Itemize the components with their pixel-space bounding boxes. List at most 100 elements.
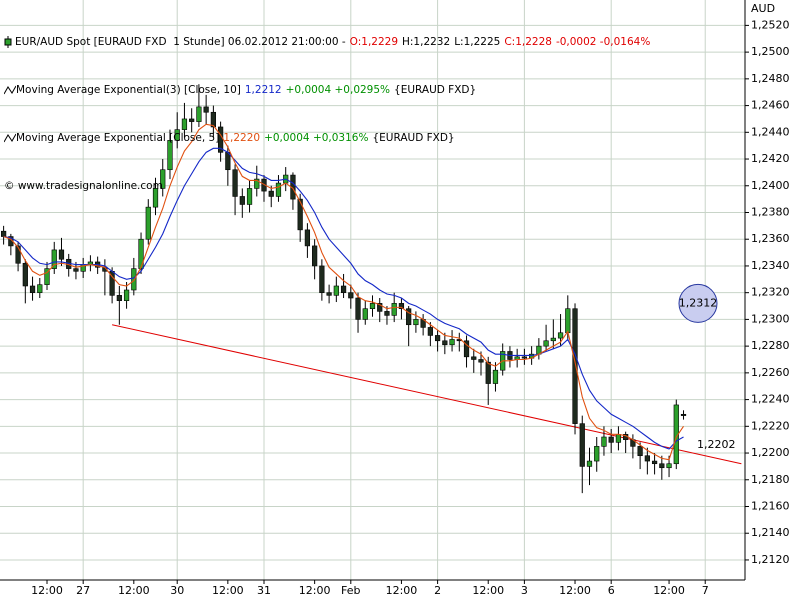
candle-body (239, 196, 245, 205)
candle-body (615, 434, 622, 443)
moving-average (3, 147, 684, 450)
candle-body (254, 178, 260, 189)
y-tick-label: 1,2500 (751, 45, 790, 58)
candle-body (666, 463, 672, 469)
candle-body (362, 308, 368, 320)
candle-body (196, 106, 202, 122)
x-tick-label: 12:00 (472, 584, 504, 597)
x-tick-label: 3 (521, 584, 528, 597)
candle-body (384, 311, 390, 316)
legend-change: +0,0004 +0,0295% (285, 84, 391, 96)
candle-body (145, 206, 151, 240)
legend-feed: {EURAUD FXD} (394, 84, 477, 96)
header-line: EUR/AUD Spot [EURAUD FXD 1 Stunde] 06.02… (4, 34, 654, 50)
candle-body (644, 455, 650, 462)
x-tick-label: 7 (702, 584, 709, 597)
legend-value: 1,2212 (244, 84, 282, 96)
y-tick-label: 1,2420 (751, 152, 790, 165)
candle-body (203, 106, 209, 113)
y-tick-label: 1,2260 (751, 366, 790, 379)
moving-average (3, 123, 684, 461)
y-tick-label: 1,2200 (751, 446, 790, 459)
candle-body (152, 188, 159, 208)
y-tick-label: 1,2340 (751, 259, 790, 272)
candle-body (579, 423, 585, 467)
y-tick-label: 1,2360 (751, 232, 790, 245)
line-icon (3, 85, 17, 95)
currency-label: AUD (751, 2, 775, 15)
price-marker (678, 283, 718, 323)
x-tick-label: 2 (434, 584, 441, 597)
y-tick-label: 1,2440 (751, 125, 790, 138)
candle-body (434, 335, 441, 342)
legend-feed: {EURAUD FXD} (372, 132, 455, 144)
y-tick-label: 1,2460 (751, 99, 790, 112)
candle-body (543, 340, 549, 347)
candle-body (44, 268, 50, 285)
candle-body (557, 332, 564, 339)
candle-body (594, 446, 600, 462)
candle-body (268, 190, 274, 197)
x-tick-label: 30 (170, 584, 184, 597)
candle-body (167, 140, 173, 171)
y-tick-label: 1,2280 (751, 339, 790, 352)
header: EUR/AUD Spot [EURAUD FXD 1 Stunde] 06.02… (3, 2, 654, 210)
trendline (112, 324, 742, 465)
candle-body (680, 413, 687, 416)
ohlc-close: C:1,2228 (504, 36, 552, 48)
ohlc-open: O:1,2229 (349, 36, 398, 48)
candle-body (659, 463, 665, 469)
candle-body (572, 308, 578, 424)
candle-body (116, 295, 122, 301)
x-tick-label: 27 (76, 584, 90, 597)
candle-body (521, 356, 528, 359)
candle-body (637, 446, 643, 457)
trendline-label: 1,2202 (697, 438, 736, 451)
y-tick-label: 1,2160 (751, 499, 790, 512)
ohlc-low: L:1,2225 (454, 36, 501, 48)
ohlc-change: -0,0002 -0,0164% (555, 36, 651, 48)
candle-body (131, 268, 137, 291)
candle-body (1, 230, 7, 237)
y-tick-label: 1,2400 (751, 179, 790, 192)
y-tick-label: 1,2120 (751, 553, 790, 566)
candle-body (232, 169, 238, 197)
candle-body (608, 436, 614, 443)
y-tick-label: 1,2220 (751, 419, 790, 432)
candle-body (73, 268, 79, 272)
x-tick-label: 12:00 (212, 584, 244, 597)
candle-body (391, 303, 397, 316)
x-tick-label: 12:00 (299, 584, 331, 597)
x-tick-label: Feb (341, 584, 360, 597)
y-tick-label: 1,2140 (751, 526, 790, 539)
candle-body (398, 303, 405, 310)
candle-body (355, 297, 361, 320)
candle-body (442, 340, 448, 346)
title: EUR/AUD Spot [EURAUD FXD 1 Stunde] 06.02… (15, 36, 346, 48)
x-tick-label: 31 (257, 584, 271, 597)
candle-body (58, 249, 65, 260)
candle-body (275, 182, 282, 197)
y-tick-label: 1,2480 (751, 72, 790, 85)
candle-body (304, 229, 311, 247)
candle-body (413, 319, 419, 326)
y-tick-label: 1,2180 (751, 473, 790, 486)
x-tick-label: 12:00 (559, 584, 591, 597)
price-marker-label: 1,2312 (679, 296, 718, 309)
candle-body (37, 284, 43, 293)
candle-body (550, 337, 556, 342)
candle-body (326, 292, 332, 296)
legend-name: Moving Average Exponential(3) [Close, 10… (16, 84, 241, 96)
candle-body (601, 436, 607, 447)
legend-name: Moving Average Exponential [Close, 5] (16, 132, 220, 144)
candle-body (333, 285, 339, 296)
candle-body (174, 129, 180, 141)
candle-body (246, 188, 253, 205)
x-tick-label: 12:00 (31, 584, 63, 597)
legend-value: 1,2220 (223, 132, 261, 144)
candle-body (138, 238, 144, 269)
candle-body (181, 118, 188, 130)
candle-body (485, 361, 491, 384)
candle-body (15, 245, 21, 264)
